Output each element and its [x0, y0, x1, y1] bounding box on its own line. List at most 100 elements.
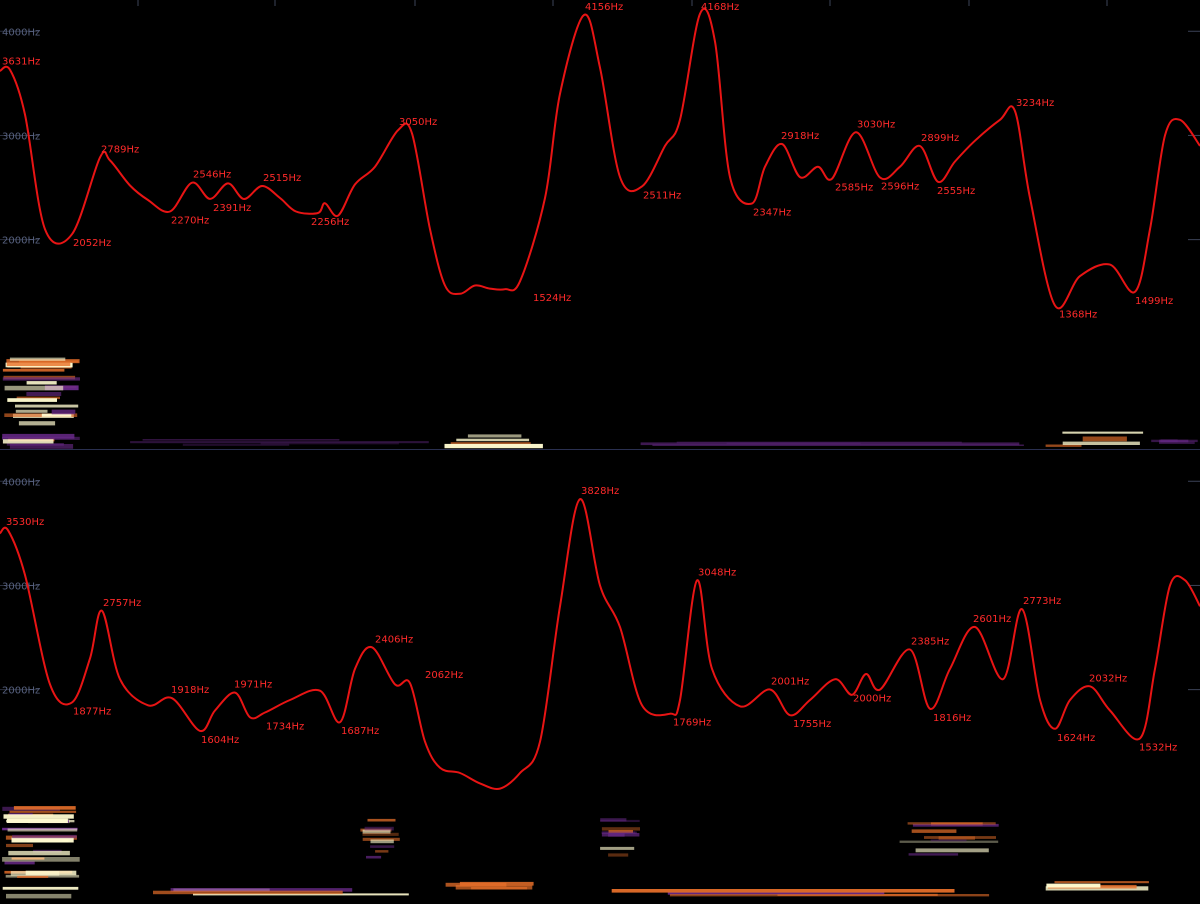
- spectrogram-band: [6, 443, 64, 446]
- spectrogram-band: [915, 848, 989, 853]
- formant-value-label: 1971Hz: [234, 680, 272, 691]
- formant-value-label: 2001Hz: [771, 677, 809, 688]
- formant-value-label: 3050Hz: [399, 117, 437, 128]
- spectrogram-band: [130, 441, 429, 444]
- formant-line: [0, 7, 1200, 310]
- y-tick-label: 3000Hz: [2, 131, 40, 142]
- spectrogram-band: [15, 404, 79, 408]
- spectrogram-band: [652, 444, 1024, 446]
- spectrogram-band: [11, 837, 74, 843]
- spectrogram-band: [899, 840, 999, 843]
- spectrogram-band: [456, 438, 530, 442]
- formant-value-label: 2391Hz: [213, 203, 251, 214]
- spectrogram-band: [676, 441, 962, 444]
- formant-value-label: 1687Hz: [341, 726, 379, 737]
- spectrogram-band: [2, 433, 75, 439]
- panel-divider: [0, 449, 1200, 450]
- formant-value-label: 1734Hz: [266, 721, 304, 732]
- formant-value-label: 2032Hz: [1089, 673, 1127, 684]
- spectrogram: [2, 806, 1149, 899]
- spectrogram-band: [16, 396, 60, 400]
- formant-value-label: 1877Hz: [73, 706, 111, 717]
- spectrogram-band: [908, 853, 959, 856]
- spectrogram-band: [9, 357, 66, 361]
- spectrogram-band: [364, 826, 394, 831]
- formant-value-label: 1368Hz: [1059, 309, 1097, 320]
- formant-value-label: 1604Hz: [201, 735, 239, 746]
- formant-value-label: 2757Hz: [103, 598, 141, 609]
- spectrogram-band: [375, 850, 389, 853]
- spectrogram-band: [667, 891, 885, 895]
- formant-value-label: 2515Hz: [263, 173, 301, 184]
- spectrogram-band: [600, 846, 635, 850]
- formant-value-label: 2052Hz: [73, 238, 111, 249]
- formant-value-label: 2546Hz: [193, 170, 231, 181]
- spectrogram-band: [6, 893, 72, 899]
- formant-value-label: 3048Hz: [698, 567, 736, 578]
- formant-value-label: 2601Hz: [973, 614, 1011, 625]
- spectrogram-band: [4, 413, 78, 417]
- spectrogram-band: [367, 818, 396, 822]
- formant-line: [0, 498, 1200, 790]
- formant-value-label: 3828Hz: [581, 486, 619, 497]
- y-tick-label: 4000Hz: [2, 27, 40, 38]
- formant-value-label: 2256Hz: [311, 217, 349, 228]
- spectrogram-band: [445, 882, 507, 887]
- spectrogram-band: [608, 830, 633, 833]
- y-tick-label: 2000Hz: [2, 236, 40, 247]
- spectrogram-band: [370, 839, 394, 844]
- spectrogram-band: [17, 875, 49, 878]
- spectrogram-band: [7, 398, 58, 402]
- spectrogram-band: [1159, 441, 1195, 444]
- spectrogram-band: [601, 831, 637, 834]
- spectrogram-band: [1082, 436, 1127, 442]
- spectrogram-band: [1151, 439, 1198, 443]
- spectrogram-band: [444, 443, 543, 449]
- formant-value-label: 1624Hz: [1057, 733, 1095, 744]
- spectrogram-band: [170, 888, 353, 892]
- spectrogram-band: [912, 823, 999, 827]
- formant-value-label: 3530Hz: [6, 517, 44, 528]
- formant-value-label: 2062Hz: [425, 670, 463, 681]
- formant-value-label: 2406Hz: [375, 634, 413, 645]
- spectrogram-band: [25, 870, 77, 876]
- spectrogram-band: [51, 409, 76, 415]
- formant-value-label: 1532Hz: [1139, 742, 1177, 753]
- spectrogram-band: [9, 810, 77, 813]
- spectrogram-band: [2, 377, 80, 381]
- spectrogram-band: [7, 828, 78, 832]
- spectrogram-band: [15, 409, 48, 413]
- spectrogram-band: [2, 368, 65, 372]
- spectrogram-band: [260, 442, 399, 445]
- formant-value-label: 4168Hz: [701, 2, 739, 13]
- formant-value-label: 2585Hz: [835, 183, 873, 194]
- spectrogram-band: [26, 381, 57, 385]
- spectrogram-band: [911, 829, 957, 833]
- spectrogram-band: [18, 360, 79, 363]
- spectrogram-band: [1054, 881, 1149, 884]
- spectrogram-band: [6, 362, 71, 367]
- spectrogram-band: [366, 855, 382, 859]
- formant-value-label: 3631Hz: [2, 57, 40, 68]
- spectrogram-band: [930, 839, 967, 842]
- plot-background: [0, 0, 1200, 448]
- formant-value-label: 2773Hz: [1023, 596, 1061, 607]
- formant-value-label: 2789Hz: [101, 144, 139, 155]
- spectrogram-band: [600, 818, 627, 822]
- spectrogram-band: [2, 886, 79, 890]
- spectrogram-band: [907, 822, 996, 825]
- spectrogram-band: [153, 890, 343, 895]
- spectrogram-band: [362, 837, 400, 841]
- spectrogram-band: [1046, 883, 1101, 888]
- formant-panel-bottom: 2000Hz 3000Hz 4000Hz 3530Hz 1877Hz 2757Hz 1918…: [0, 450, 1200, 899]
- spectrogram-band: [669, 894, 990, 897]
- spectrogram-band: [640, 442, 1020, 446]
- spectrogram-band: [12, 834, 77, 839]
- spectrogram-band: [8, 850, 70, 856]
- formant-value-label: 3030Hz: [857, 119, 895, 130]
- formant-value-label: 2555Hz: [937, 186, 975, 197]
- formant-value-label: 2270Hz: [171, 215, 209, 226]
- formant-value-label: 4156Hz: [585, 2, 623, 13]
